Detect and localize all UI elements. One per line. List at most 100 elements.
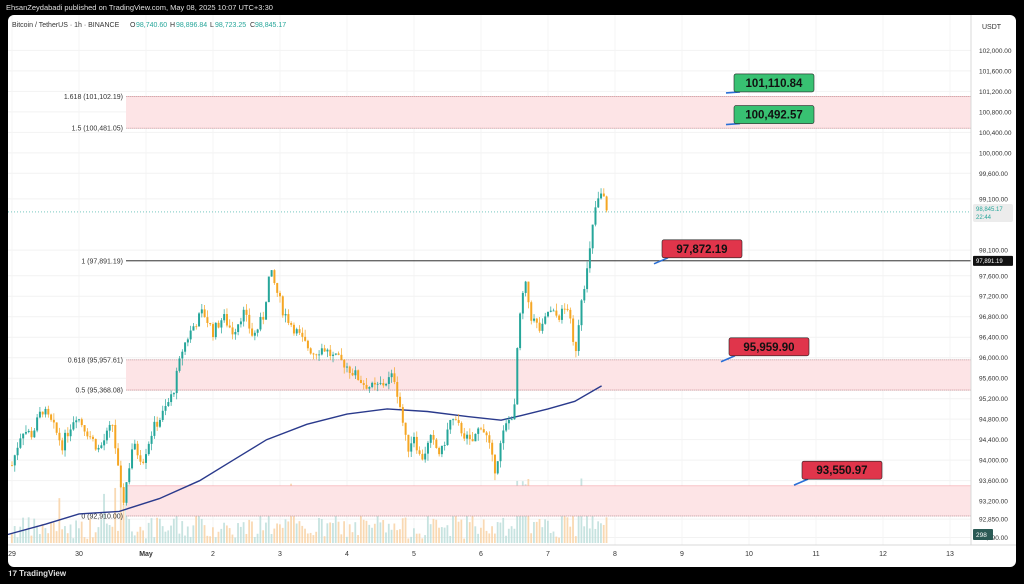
candle [577, 325, 580, 352]
candle [323, 348, 326, 352]
candle [38, 411, 41, 418]
candle [348, 366, 351, 373]
volume-bar [337, 521, 340, 543]
candle [318, 354, 321, 356]
candle [150, 435, 153, 444]
volume-bar [251, 521, 253, 543]
volume-bar [477, 533, 480, 543]
candle [365, 384, 368, 389]
candle [385, 383, 388, 386]
volume-bar [276, 523, 279, 543]
candle [530, 302, 533, 321]
candle [253, 332, 256, 336]
callout-box [733, 73, 815, 93]
candle [549, 310, 552, 312]
moving-average [8, 385, 602, 536]
volume-bar [30, 535, 33, 543]
candle [390, 373, 393, 378]
candle [78, 419, 80, 421]
candle [438, 447, 441, 455]
candle [209, 322, 212, 325]
candle [44, 408, 47, 415]
candle [284, 314, 287, 316]
candle [415, 436, 418, 451]
volume-bar [164, 531, 167, 543]
fib-zone [126, 485, 971, 516]
candle [340, 354, 343, 360]
ohlc-low: 98,723.25 [215, 22, 246, 29]
price-chart[interactable]: 1.618 (101,102.19) 1.5 (100,481.05) 1 (97,… [8, 15, 1016, 567]
volume-bar [329, 522, 332, 543]
candle [552, 310, 555, 312]
volume-bar [558, 537, 560, 543]
candle [401, 407, 404, 423]
candle [563, 308, 566, 310]
volume-bar [399, 529, 401, 543]
candle [332, 354, 335, 356]
time-tick-label: 5 [412, 551, 416, 558]
candle [474, 433, 477, 442]
candle [292, 324, 295, 334]
volume-bar [415, 533, 418, 543]
volume-bar [418, 533, 421, 543]
candle [544, 316, 547, 324]
volume-bar [510, 526, 513, 543]
candle [493, 454, 496, 474]
candle [33, 430, 36, 438]
candle [52, 419, 55, 423]
candle [597, 198, 600, 208]
candle [228, 325, 231, 328]
candle [410, 443, 413, 452]
volume-bar [69, 524, 72, 543]
volume-bar [597, 521, 600, 543]
volume-bar [125, 494, 128, 543]
candle [306, 340, 309, 349]
volume-bar [591, 489, 594, 543]
candle [446, 429, 449, 446]
candle [429, 434, 432, 443]
candle [471, 439, 474, 442]
time-tick-label: 6 [479, 551, 483, 558]
candle [440, 445, 443, 455]
volume-bar [396, 530, 399, 543]
volume-bar [223, 522, 225, 543]
volume-bar [259, 498, 262, 543]
callout-label: 95,959.90 [743, 342, 794, 354]
volume-bar [421, 538, 424, 543]
volume-bar [552, 531, 555, 543]
volume-bar [602, 524, 605, 543]
candle [399, 396, 402, 408]
volume-bar [323, 536, 326, 543]
fib-level-label: 1.618 (101,102.19) [64, 94, 123, 101]
volume-bar [267, 494, 270, 543]
candle [158, 419, 161, 427]
candle [125, 482, 128, 503]
volume-bar [533, 521, 535, 543]
publisher-line: EhsanZeydabadi published on TradingView.… [6, 3, 273, 12]
volume-bar [184, 535, 186, 543]
volume-bar [228, 528, 231, 543]
candle [147, 443, 150, 455]
volume-bar [83, 537, 86, 543]
price-tick-label: 94,800.00 [979, 417, 1008, 424]
marked-level-tag: 97,891.19 [973, 255, 1013, 266]
volume-bar [167, 530, 170, 543]
time-tick-label: 8 [613, 551, 617, 558]
volume-bar [234, 537, 237, 543]
candle [30, 430, 33, 438]
volume-bar [348, 524, 351, 543]
candle [262, 317, 265, 320]
price-axis: 102,000.00 101,600.00 101,200.00 100,800.00… [979, 48, 1012, 542]
candle [320, 348, 323, 355]
volume-bar [443, 527, 446, 543]
volume-bar [209, 536, 212, 543]
volume-bar [365, 520, 368, 543]
candle [580, 300, 583, 326]
callout-label: 93,550.97 [816, 465, 867, 477]
candle [315, 354, 318, 356]
candle [61, 440, 64, 451]
candle [499, 443, 502, 462]
candle [466, 434, 469, 439]
volume-bar [139, 526, 142, 543]
callout-box [728, 337, 810, 357]
